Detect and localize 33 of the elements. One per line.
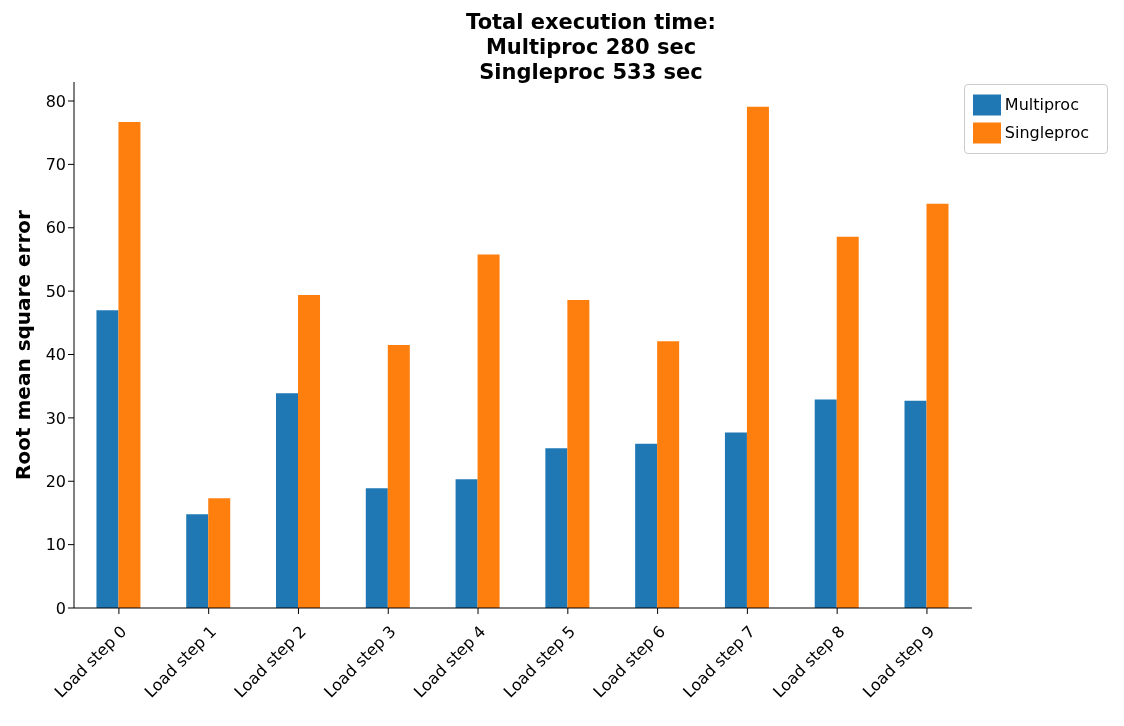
bar: [298, 294, 321, 608]
legend-label: Singleproc: [1004, 122, 1089, 142]
bar: [814, 399, 837, 608]
y-tick-label: 0: [55, 598, 66, 618]
bar: [545, 448, 568, 608]
bar: [186, 514, 209, 608]
y-tick-label: 50: [45, 281, 66, 301]
bar: [96, 310, 119, 608]
y-tick-label: 60: [45, 218, 66, 238]
y-tick-label: 30: [45, 408, 66, 428]
legend-label: Multiproc: [1004, 94, 1079, 114]
y-axis-title: Root mean square error: [11, 209, 36, 480]
bar: [926, 203, 949, 608]
bar: [365, 488, 388, 608]
bar: [635, 443, 658, 608]
bar: [836, 236, 859, 608]
y-tick-label: 70: [45, 155, 66, 175]
bar: [477, 254, 500, 608]
bar: [724, 432, 747, 608]
y-tick-label: 20: [45, 471, 66, 491]
bar: [657, 341, 680, 608]
y-tick-label: 40: [45, 345, 66, 365]
bar: [904, 400, 927, 608]
bar: [118, 121, 141, 608]
bar: [567, 300, 590, 608]
chart-title: Total execution time: Multiproc 280 sec Singleproc 533 sec: [465, 9, 717, 84]
bar: [455, 479, 478, 608]
bar: [746, 106, 769, 608]
y-tick-label: 10: [45, 535, 66, 555]
bar: [208, 498, 231, 608]
y-tick-label: 80: [45, 91, 66, 111]
bar: [387, 345, 410, 608]
bar: [276, 393, 299, 608]
